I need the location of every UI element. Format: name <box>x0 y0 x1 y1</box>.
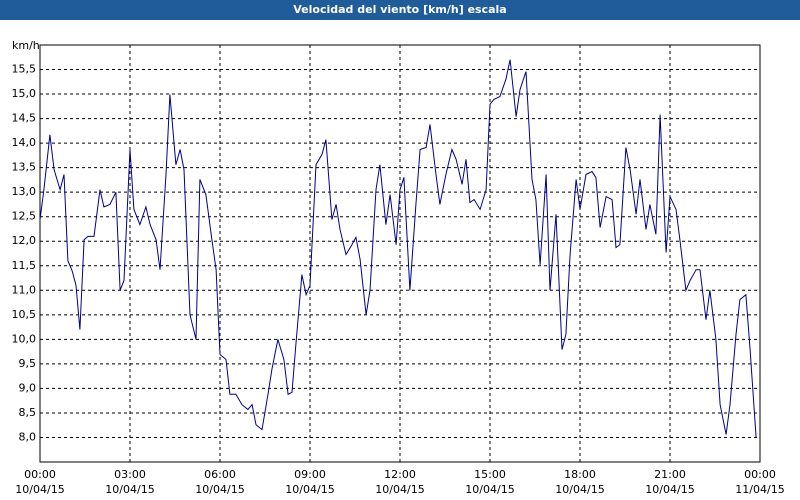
y-tick-label: 10,5 <box>12 308 37 321</box>
x-tick-label: 15:00 10/04/15 <box>465 468 515 496</box>
y-tick-label: 15,5 <box>12 63 37 76</box>
y-tick-label: 14,5 <box>12 112 37 125</box>
x-tick-label: 12:00 10/04/15 <box>375 468 425 496</box>
y-tick-label: 12,5 <box>12 210 37 223</box>
x-tick-label: 00:00 11/04/15 <box>735 468 785 496</box>
chart-title: Velocidad del viento [km/h] escala <box>0 0 800 20</box>
y-tick-label: 10,0 <box>12 332 37 345</box>
y-axis-label: km/h <box>12 39 40 52</box>
y-tick-label: 12,0 <box>12 234 37 247</box>
x-tick-label: 09:00 10/04/15 <box>285 468 335 496</box>
y-tick-label: 14,0 <box>12 136 37 149</box>
y-tick-label: 8,0 <box>19 430 37 443</box>
y-tick-label: 9,0 <box>19 381 37 394</box>
x-tick-label: 06:00 10/04/15 <box>195 468 245 496</box>
y-tick-label: 11,0 <box>12 283 37 296</box>
y-tick-label: 11,5 <box>12 259 37 272</box>
x-tick-label: 21:00 10/04/15 <box>645 468 695 496</box>
y-tick-label: 13,5 <box>12 161 37 174</box>
y-tick-label: 8,5 <box>19 406 37 419</box>
y-tick-label: 13,0 <box>12 185 37 198</box>
x-tick-label: 18:00 10/04/15 <box>555 468 605 496</box>
y-tick-label: 15,0 <box>12 87 37 100</box>
x-tick-label: 00:00 10/04/15 <box>15 468 65 496</box>
data-line <box>39 59 757 438</box>
x-tick-label: 03:00 10/04/15 <box>105 468 155 496</box>
y-tick-label: 9,5 <box>19 357 37 370</box>
